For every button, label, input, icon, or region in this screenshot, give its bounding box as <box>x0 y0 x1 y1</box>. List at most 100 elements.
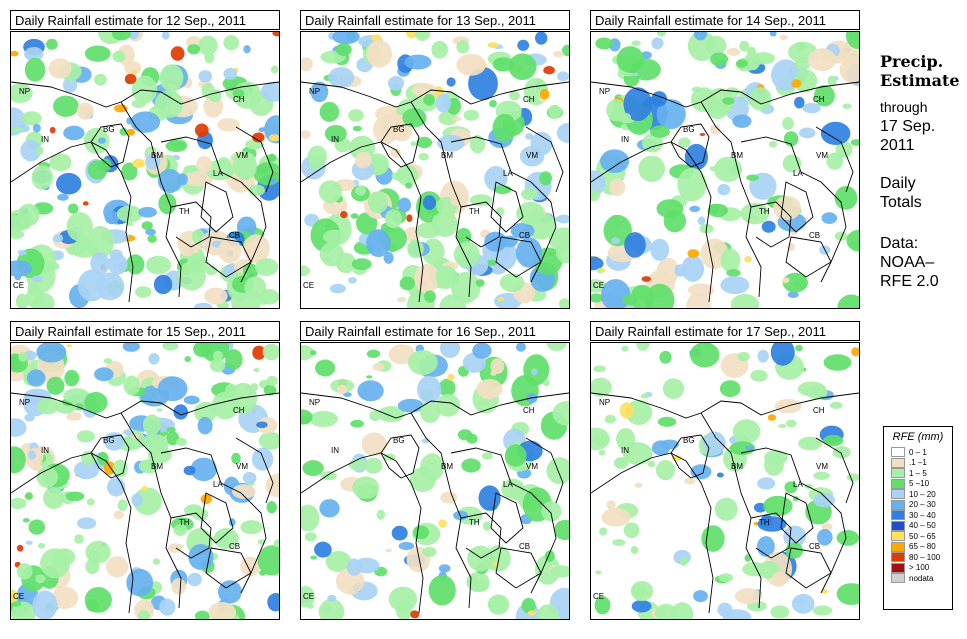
rain-cell <box>98 158 112 172</box>
rain-cell <box>114 288 123 296</box>
rain-cell <box>722 97 735 105</box>
rain-cell <box>258 431 279 450</box>
rain-cell <box>83 127 110 154</box>
country-border <box>815 437 854 504</box>
rain-cell <box>366 349 381 358</box>
country-label: BM <box>731 462 743 471</box>
legend-item: 30 – 40 <box>891 510 952 521</box>
rain-cell <box>361 432 387 456</box>
country-label: CH <box>233 95 245 104</box>
rain-cell <box>133 487 162 515</box>
country-label: BG <box>393 436 405 445</box>
country-label: TH <box>759 518 770 527</box>
legend-item: 5 –10 <box>891 478 952 490</box>
rain-cell <box>740 202 770 225</box>
rain-cell <box>138 206 157 218</box>
rain-cell <box>656 199 684 219</box>
rain-cell <box>423 93 436 106</box>
rainfall-map: NP CH IN BG BM VM LA TH CB CE <box>590 31 860 309</box>
rain-cell <box>348 458 367 471</box>
rain-cell <box>35 146 44 155</box>
legend-swatch <box>891 573 905 584</box>
date-line-1: 17 Sep. <box>880 118 936 135</box>
rain-cell <box>44 261 60 271</box>
rain-cell <box>385 548 392 553</box>
rain-cell <box>631 583 646 597</box>
rain-field <box>591 32 859 308</box>
rain-cell <box>335 43 352 56</box>
country-label: CE <box>303 281 314 290</box>
rain-cell <box>143 414 161 436</box>
legend-swatch <box>891 468 905 479</box>
country-label: CH <box>813 406 825 415</box>
heading: Precip. Estimate <box>880 52 960 90</box>
legend-item: 80 – 100 <box>891 552 952 563</box>
rain-cell <box>315 359 336 377</box>
rain-cell <box>481 452 493 460</box>
rain-cell <box>595 570 602 575</box>
rain-cell <box>457 429 473 441</box>
rain-cell <box>505 444 527 467</box>
rain-cell <box>26 369 46 387</box>
rain-cell <box>131 433 140 439</box>
legend-label: 10 – 20 <box>909 489 936 499</box>
rain-cell <box>76 517 97 530</box>
rain-cell <box>501 235 518 248</box>
rain-cell <box>368 191 388 214</box>
rain-cell <box>769 32 777 37</box>
legend-item: 40 – 50 <box>891 520 952 532</box>
rain-cell <box>435 265 458 289</box>
rain-cell <box>377 406 405 423</box>
rain-cell <box>387 76 405 91</box>
rain-cell <box>655 460 676 481</box>
rain-cell <box>63 388 90 404</box>
rain-cell <box>357 380 384 402</box>
rain-cell <box>46 38 58 50</box>
rain-cell <box>435 93 452 113</box>
rain-cell <box>383 251 394 264</box>
rain-cell <box>351 258 372 271</box>
rain-cell <box>836 583 859 605</box>
rain-cell <box>112 50 126 63</box>
country-label: NP <box>19 398 30 407</box>
rain-cell <box>525 133 534 140</box>
country-label: CE <box>593 281 604 290</box>
country-border <box>380 434 420 479</box>
rain-cell <box>200 494 212 505</box>
rain-cell <box>32 292 55 308</box>
rain-cell <box>422 547 437 557</box>
rain-cell <box>183 165 197 173</box>
rain-cell <box>475 279 485 287</box>
rain-cell <box>746 174 759 181</box>
rain-cell <box>656 99 686 130</box>
rain-cell <box>12 601 22 607</box>
legend-item: nodata <box>891 573 952 584</box>
rain-cell <box>240 520 263 535</box>
rain-cell <box>332 32 360 45</box>
rain-cell <box>112 459 128 478</box>
rain-cell <box>446 77 456 87</box>
rain-cell <box>252 132 265 143</box>
rain-cell <box>554 519 569 541</box>
rain-cell <box>184 356 191 363</box>
country-label: NP <box>19 87 30 96</box>
rain-cell <box>764 449 788 466</box>
rain-cell <box>556 122 569 143</box>
rain-cell <box>611 237 620 245</box>
country-label: LA <box>793 169 803 178</box>
rain-cell <box>24 47 44 62</box>
rain-cell <box>231 484 256 499</box>
date-line-2: 2011 <box>880 137 915 154</box>
rain-cell <box>734 588 762 605</box>
country-border <box>11 452 134 614</box>
country-label: CE <box>593 592 604 601</box>
country-label: BG <box>683 125 695 134</box>
legend-label: 30 – 40 <box>909 510 936 520</box>
rain-cell <box>671 602 694 619</box>
rain-cell <box>76 430 95 443</box>
country-border <box>495 547 542 589</box>
rain-cell <box>697 216 706 226</box>
rain-cell <box>84 45 111 62</box>
rain-cell <box>49 126 56 134</box>
legend-swatch <box>891 447 905 458</box>
